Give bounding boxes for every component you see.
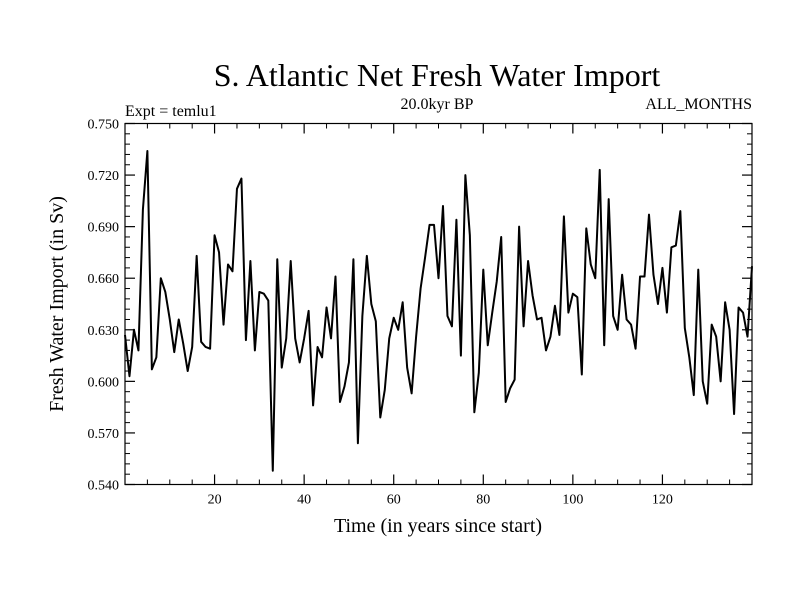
y-tick-label: 0.690 [88, 221, 120, 236]
x-tick-label: 120 [652, 493, 673, 508]
months-label: ALL_MONTHS [645, 96, 752, 113]
experiment-label: Expt = temlu1 [125, 103, 217, 120]
y-tick-label: 0.570 [88, 427, 120, 442]
y-tick-label: 0.750 [88, 118, 120, 133]
x-axis-label: Time (in years since start) [334, 515, 542, 537]
chart-title: S. Atlantic Net Fresh Water Import [214, 57, 661, 93]
y-tick-label: 0.600 [88, 375, 120, 390]
y-tick-label: 0.540 [88, 479, 120, 494]
period-label: 20.0kyr BP [401, 96, 474, 113]
fresh-water-import-line [124, 150, 753, 472]
x-tick-label: 40 [297, 493, 311, 508]
x-tick-label: 100 [562, 493, 583, 508]
y-tick-label: 0.660 [88, 272, 120, 287]
x-tick-label: 20 [208, 493, 222, 508]
x-tick-label: 80 [476, 493, 490, 508]
x-tick-label: 60 [387, 493, 401, 508]
x-axis: 20 40 60 80 100 120 [208, 123, 673, 508]
minor-ticks [125, 123, 752, 485]
y-tick-label: 0.720 [88, 169, 120, 184]
y-tick-label: 0.630 [88, 324, 120, 339]
y-axis-label: Fresh Water Import (in Sv) [46, 196, 68, 412]
y-axis: 0.540 0.570 0.600 0.630 0.660 0.690 0.720 0.750 [88, 118, 752, 494]
